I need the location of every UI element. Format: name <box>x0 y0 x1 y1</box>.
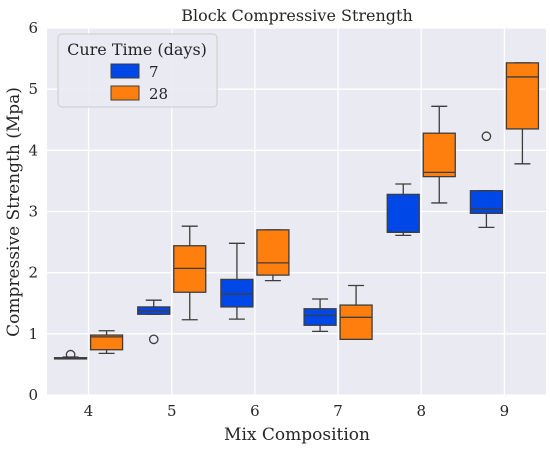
box-series-28-cat-5 <box>173 225 207 321</box>
chart-title: Block Compressive Strength <box>181 6 413 25</box>
outlier-point <box>65 349 76 360</box>
box-iqr <box>422 132 456 178</box>
x-axis-label: Mix Composition <box>224 425 370 445</box>
y-tick-label: 1 <box>28 325 38 343</box>
box-layer <box>53 62 540 360</box>
y-tick-label: 2 <box>28 264 38 282</box>
legend-label-7: 7 <box>149 63 159 81</box>
legend-swatch-7 <box>110 63 140 79</box>
box-iqr <box>303 308 337 326</box>
box-iqr <box>89 334 124 351</box>
box-iqr <box>256 229 290 276</box>
x-tick-label: 5 <box>167 402 177 420</box>
y-axis-label: Compressive Strength (Mpa) <box>4 87 24 337</box>
legend-title: Cure Time (days) <box>67 40 207 59</box>
box-series-28-cat-9 <box>505 62 540 165</box>
box-series-7-cat-7 <box>303 298 337 333</box>
y-tick-label: 6 <box>28 19 38 37</box>
box-iqr <box>386 193 420 233</box>
legend-swatch-28 <box>110 85 140 101</box>
box-series-28-cat-4 <box>89 330 124 355</box>
outlier-point <box>148 334 159 345</box>
box-series-7-cat-6 <box>220 242 254 320</box>
y-tick-label: 3 <box>28 203 38 221</box>
box-iqr <box>505 62 540 130</box>
box-series-28-cat-8 <box>422 105 456 204</box>
x-tick-label: 6 <box>250 402 260 420</box>
x-tick-label: 4 <box>84 402 94 420</box>
x-tick-label: 7 <box>333 402 343 420</box>
box-series-7-cat-9 <box>469 131 504 229</box>
y-tick-label: 4 <box>28 141 38 159</box>
x-tick-label: 8 <box>416 402 426 420</box>
box-iqr <box>339 304 373 340</box>
box-series-28-cat-7 <box>339 284 373 340</box>
legend-label-28: 28 <box>149 85 168 103</box>
axis-layer: 0 1 2 3 4 5 6 4 5 6 7 8 9 <box>28 19 509 420</box>
box-series-7-cat-4 <box>53 349 88 360</box>
box-iqr <box>469 190 504 214</box>
box-series-7-cat-5 <box>137 299 171 345</box>
y-tick-label: 5 <box>28 80 38 98</box>
y-tick-label: 0 <box>28 386 38 404</box>
box-series-7-cat-8 <box>386 183 420 237</box>
outlier-point <box>481 131 492 142</box>
legend: Cure Time (days) 7 28 <box>57 33 218 108</box>
box-series-28-cat-6 <box>256 229 290 282</box>
box-iqr <box>220 278 254 308</box>
x-tick-label: 9 <box>500 402 510 420</box>
